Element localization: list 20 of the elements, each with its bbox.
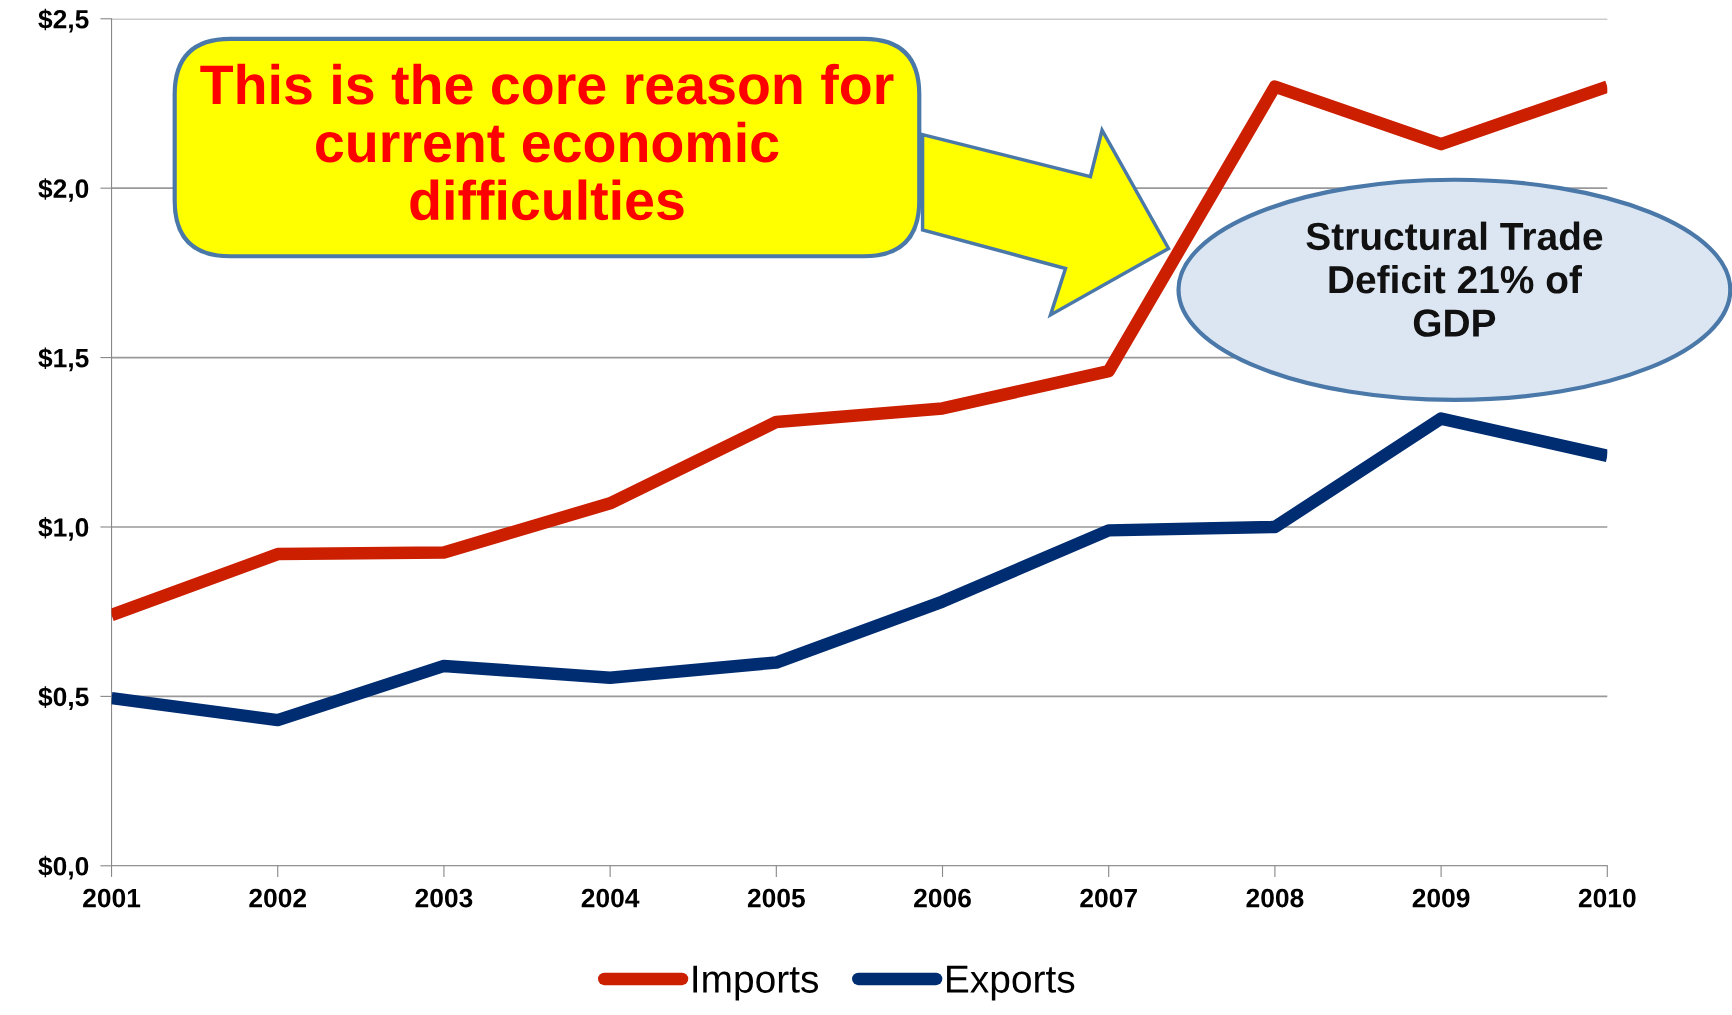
x-tick-label: 2001 <box>83 888 141 908</box>
x-tick-label: 2010 <box>1578 888 1636 908</box>
annotation: Structural Trade Deficit 21% of GDP <box>1306 221 1603 337</box>
x-tick-label: 2005 <box>747 888 805 908</box>
y-tick-label: $0,0 <box>38 855 89 880</box>
x-tick-label: 2006 <box>914 888 971 908</box>
y-tick-label: $1,5 <box>38 347 89 372</box>
x-tick-label: 2007 <box>1080 888 1137 908</box>
legend-label: Imports <box>693 965 819 1001</box>
y-tick-label: $1,0 <box>38 516 89 541</box>
x-tick-label: 2003 <box>415 888 473 908</box>
y-tick-label: $2,0 <box>38 178 89 202</box>
y-tick-label: $0,5 <box>38 686 89 711</box>
x-tick-label: 2009 <box>1412 888 1470 908</box>
x-tick-label: 2002 <box>249 888 307 908</box>
annotation: This is the core reason for current economic difficulties <box>200 63 894 221</box>
y-tick-label: $2,5 <box>38 8 89 33</box>
x-tick-label: 2008 <box>1246 888 1304 908</box>
x-tick-label: 2004 <box>581 888 640 908</box>
legend-label: Exports <box>947 965 1075 1001</box>
